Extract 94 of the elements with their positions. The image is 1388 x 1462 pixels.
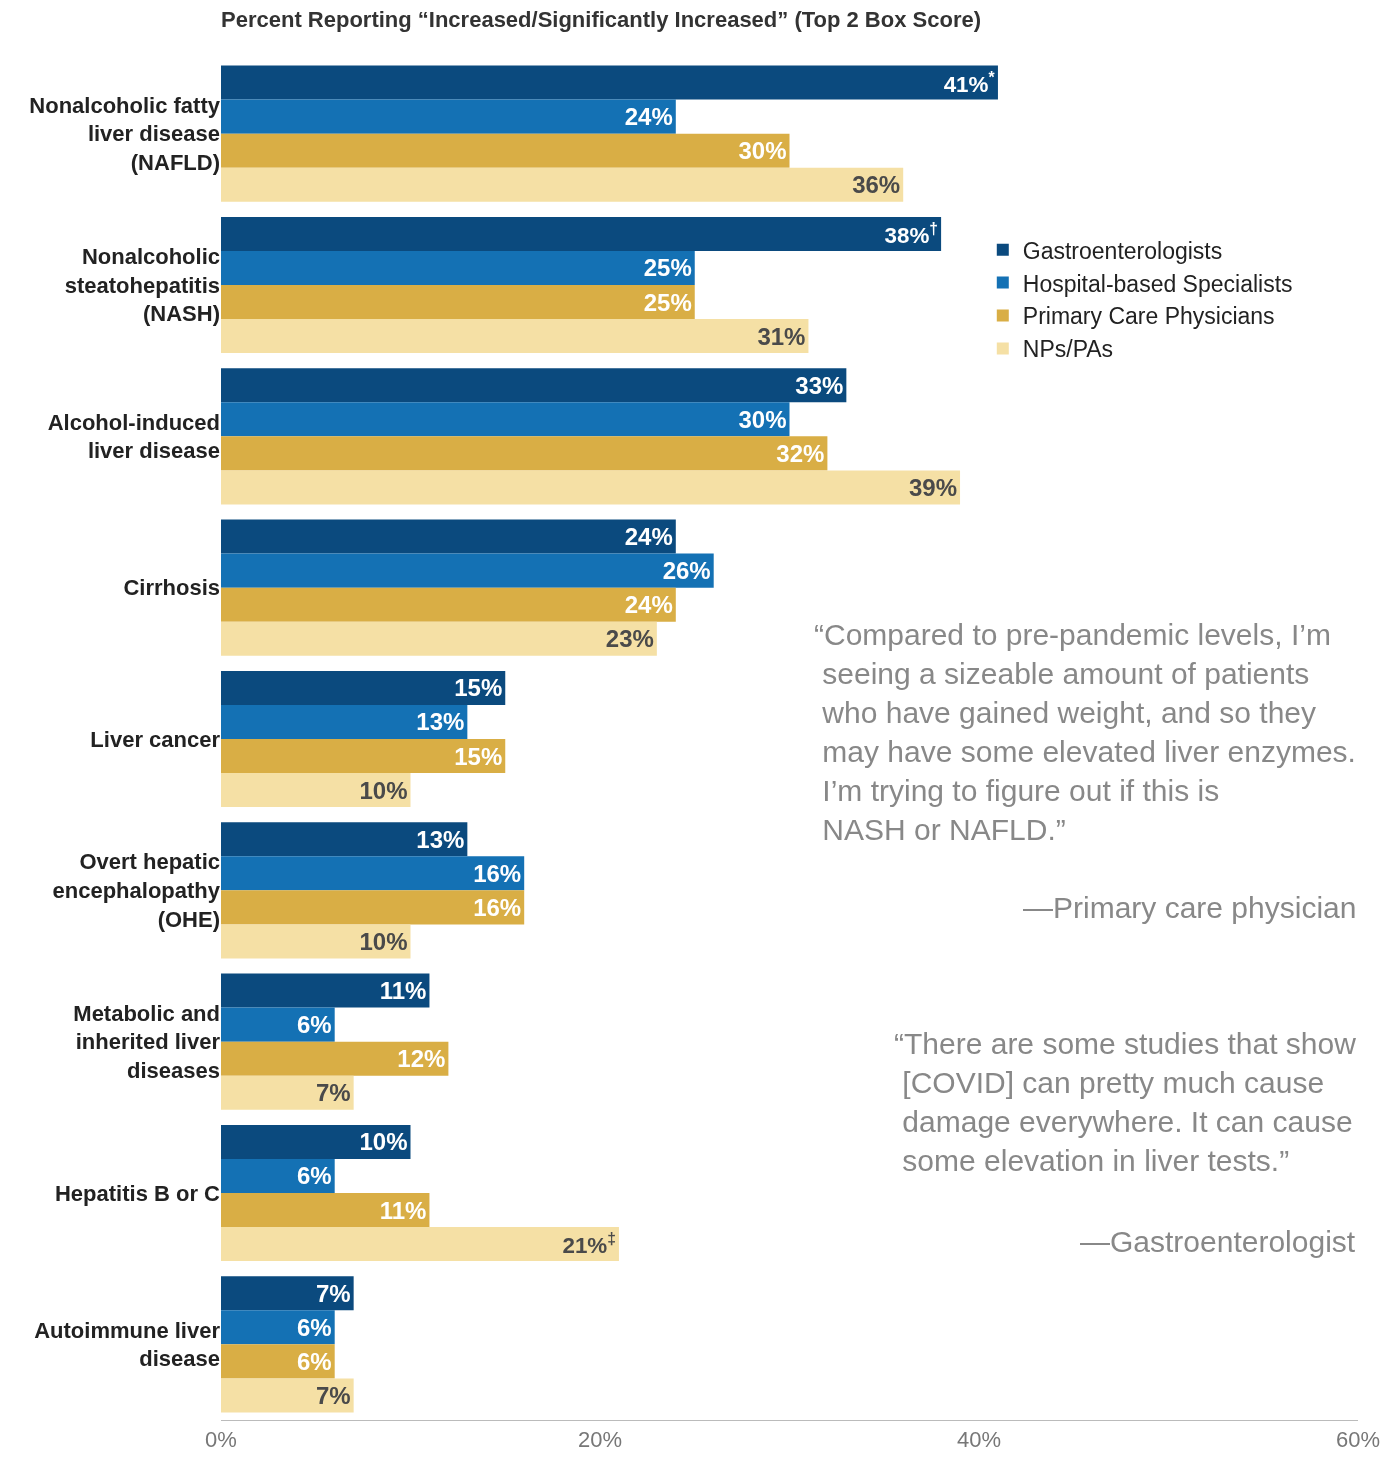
bar: [221, 65, 998, 100]
data-label: 16%: [473, 859, 522, 887]
y-tick-label: Liver cancer: [90, 726, 221, 752]
legend-label: Hospital-based Specialists: [1022, 270, 1293, 297]
y-tick-label: Alcohol-induced liver disease: [47, 409, 220, 464]
data-label: 39%: [909, 473, 958, 501]
bar: [221, 167, 904, 202]
bar: [221, 216, 942, 251]
data-label: 13%: [416, 825, 465, 853]
bar: [221, 285, 695, 320]
data-label: 38%$^{†}$: [884, 219, 939, 249]
bar: [221, 856, 525, 891]
bar: [221, 133, 790, 168]
bar: [221, 973, 430, 1008]
y-tick-label: Cirrhosis: [123, 575, 220, 601]
bar: [221, 470, 961, 505]
bar: [221, 99, 676, 134]
y-tick-label: Nonalcoholic steatohepatitis (NASH): [64, 244, 220, 327]
y-tick-label: Nonalcoholic fatty liver disease (NAFLD): [29, 92, 221, 175]
bar: [221, 1227, 619, 1262]
annotation: “There are some studies that show [COVID] can pretty much cause damage everywhere. It can cause some elevation in liver tests.”: [894, 1027, 1357, 1177]
data-label: 25%: [643, 254, 692, 282]
bar: [221, 1310, 335, 1345]
x-tick-label: 0%: [205, 1427, 237, 1453]
data-label: 21%$^{‡}$: [562, 1230, 616, 1259]
data-label: 10%: [359, 1128, 408, 1156]
bar: [221, 436, 828, 471]
data-label: 15%: [454, 742, 503, 770]
annotation: “Compared to pre-pandemic levels, I’m seeing a sizeable amount of patients who have gained weight, and so they may have some elevated liver enzymes. I’m trying to figure out if this is NASH or NAFLD.”: [814, 618, 1356, 846]
data-label: 16%: [473, 893, 522, 921]
data-label: 10%: [359, 776, 408, 804]
x-tick-label: 40%: [956, 1427, 1002, 1453]
bar: [221, 1158, 335, 1193]
bar: [221, 670, 506, 705]
data-label: 15%: [454, 674, 503, 702]
bar: [221, 1075, 354, 1110]
data-label: 30%: [738, 137, 787, 165]
data-label: 24%: [624, 591, 673, 619]
chart-title: Percent Reporting “Increased/Significantly Increased” (Top 2 Box Score): [221, 7, 982, 33]
data-label: 6%: [297, 1011, 332, 1039]
y-tick-label: Overt hepatic encephalopathy (OHE): [52, 849, 221, 932]
bar: [221, 1041, 449, 1076]
data-label: 23%: [605, 625, 654, 653]
annotation: —Primary care physician: [1023, 891, 1357, 924]
data-label: 26%: [662, 557, 711, 585]
bar: [221, 1124, 411, 1159]
bar: [221, 319, 809, 354]
bar: [221, 1193, 430, 1228]
data-label: 7%: [315, 1279, 351, 1307]
data-label: 24%: [624, 523, 673, 551]
y-tick-label: Autoimmune liver disease: [34, 1317, 221, 1372]
data-label: 10%: [359, 927, 408, 955]
bar: [221, 924, 411, 959]
x-tick-label: 60%: [1335, 1427, 1381, 1453]
annotation: —Gastroenterologist: [1080, 1225, 1356, 1258]
data-label: 25%: [643, 288, 692, 316]
data-label: 12%: [397, 1045, 446, 1073]
data-label: 41%$^{*}$: [943, 68, 996, 97]
data-label: 33%: [795, 371, 844, 399]
bar: [221, 402, 790, 437]
data-label: 6%: [297, 1347, 332, 1375]
bar: [221, 739, 506, 774]
bar: [221, 1276, 354, 1311]
bar: [221, 368, 847, 403]
data-label: 11%: [379, 1196, 427, 1224]
data-label: 6%: [297, 1162, 332, 1190]
bar: [221, 519, 676, 554]
data-label: 6%: [297, 1313, 332, 1341]
data-label: 30%: [738, 405, 787, 433]
data-label: 36%: [852, 171, 901, 199]
legend-label: Gastroenterologists: [1022, 237, 1223, 264]
bar: [221, 587, 676, 622]
legend-label: NPs/PAs: [1022, 336, 1114, 363]
bar: [221, 250, 695, 285]
bar: [221, 621, 657, 656]
bar: [221, 704, 468, 739]
x-tick-label: 20%: [577, 1427, 623, 1453]
data-label: 31%: [757, 322, 806, 350]
y-tick-label: Hepatitis B or C: [54, 1180, 221, 1206]
data-label: 13%: [416, 708, 465, 736]
y-tick-label: Metabolic and inherited liver diseases: [73, 1000, 221, 1083]
data-label: 32%: [776, 439, 825, 467]
bar: [221, 773, 411, 808]
bar: [221, 553, 714, 588]
bar: [221, 1007, 335, 1042]
bar: [221, 1378, 354, 1413]
bar: [221, 1344, 335, 1379]
legend-label: Primary Care Physicians: [1022, 303, 1275, 330]
data-label: 24%: [624, 103, 673, 131]
data-label: 7%: [315, 1079, 351, 1107]
bar: [221, 822, 468, 857]
data-label: 7%: [315, 1381, 351, 1409]
bar: [221, 890, 525, 925]
data-label: 11%: [379, 977, 427, 1005]
